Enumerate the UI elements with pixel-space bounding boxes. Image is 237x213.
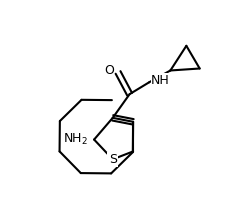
Text: S: S [109, 153, 117, 166]
Text: NH$_2$: NH$_2$ [63, 132, 88, 147]
Text: O: O [104, 64, 114, 77]
Text: NH: NH [151, 74, 170, 87]
